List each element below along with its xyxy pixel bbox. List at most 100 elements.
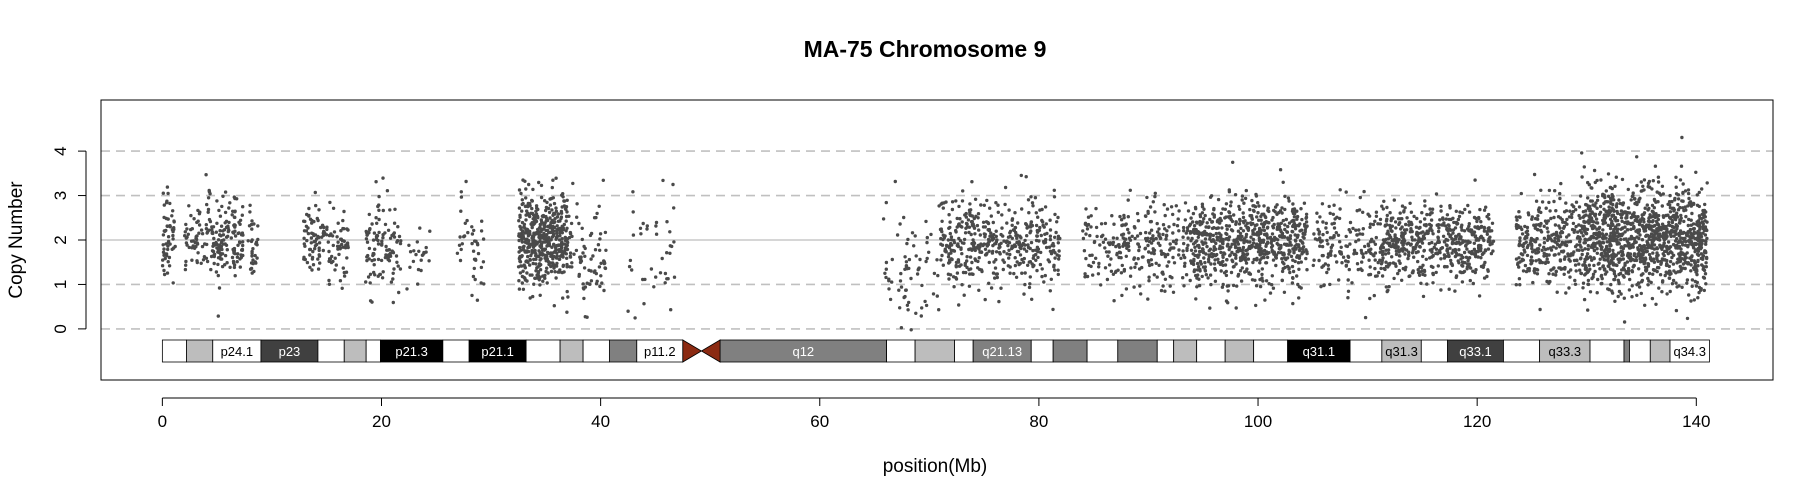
data-point (1258, 261, 1262, 265)
data-point (1200, 205, 1205, 209)
data-point (1172, 246, 1176, 250)
data-point (225, 261, 229, 265)
data-point (1411, 248, 1415, 253)
data-point (1455, 222, 1459, 226)
data-point (1280, 211, 1284, 215)
data-point (1671, 230, 1675, 234)
data-point (1384, 219, 1389, 223)
data-point (1696, 264, 1700, 268)
data-point (1400, 225, 1404, 229)
data-point (1453, 289, 1457, 293)
data-point (1632, 253, 1636, 258)
data-point (316, 234, 320, 239)
data-point (887, 277, 891, 281)
data-point (1637, 251, 1641, 255)
data-point (1008, 265, 1012, 269)
data-point (1590, 258, 1594, 262)
data-point (905, 267, 909, 271)
data-point (524, 196, 528, 200)
data-point (1236, 229, 1241, 233)
data-point (521, 201, 525, 206)
data-point (1640, 217, 1645, 221)
data-point (1195, 285, 1199, 289)
data-point (530, 248, 534, 253)
data-point (238, 218, 243, 222)
data-point (1554, 270, 1558, 274)
data-point (1655, 247, 1660, 251)
data-point (1444, 254, 1448, 259)
data-point (1184, 273, 1189, 277)
data-point (248, 210, 252, 214)
data-point (1408, 201, 1412, 205)
data-point (1292, 251, 1296, 255)
data-point (1705, 181, 1709, 185)
data-point (470, 241, 474, 246)
data-point (1578, 216, 1582, 220)
data-point (1673, 198, 1677, 202)
data-point (194, 235, 198, 239)
data-point (342, 274, 347, 278)
data-point (649, 267, 654, 271)
data-point (1024, 175, 1028, 179)
data-point (1326, 242, 1330, 246)
data-point (217, 286, 222, 290)
data-point (1613, 299, 1617, 303)
data-point (1689, 269, 1693, 273)
data-point (550, 208, 554, 212)
band-label: p21.1 (481, 344, 514, 359)
data-point (1272, 251, 1277, 255)
data-point (1031, 256, 1036, 260)
data-point (1651, 224, 1656, 228)
data-point (1201, 250, 1206, 255)
data-point (1128, 188, 1133, 192)
data-point (579, 259, 584, 263)
data-point (1168, 284, 1172, 288)
data-point (564, 219, 568, 223)
data-point (1332, 203, 1336, 207)
data-point (232, 215, 237, 219)
data-point (1002, 260, 1006, 264)
data-point (1248, 240, 1252, 244)
data-point (1039, 233, 1044, 238)
data-point (1418, 220, 1423, 224)
data-point (517, 238, 521, 243)
data-point (1256, 211, 1260, 215)
data-point (1354, 251, 1359, 256)
data-point (388, 254, 393, 258)
data-point (884, 200, 888, 205)
data-point (1255, 223, 1259, 227)
data-point (1216, 226, 1221, 230)
data-point (1627, 253, 1632, 258)
data-point (545, 244, 549, 248)
data-point (1645, 224, 1650, 228)
data-point (1454, 275, 1458, 280)
data-point (1681, 236, 1685, 241)
data-point (1536, 228, 1540, 232)
data-point (1364, 251, 1368, 255)
data-point (195, 242, 200, 246)
data-point (1103, 266, 1108, 270)
data-point (1196, 235, 1201, 239)
data-point (1677, 284, 1681, 288)
data-point (1223, 207, 1228, 211)
data-point (1212, 239, 1216, 243)
data-point (207, 217, 212, 222)
data-point (393, 207, 397, 211)
data-point (1414, 250, 1418, 255)
data-point (534, 209, 538, 213)
data-point (1628, 256, 1633, 261)
data-point (1171, 255, 1175, 260)
data-point (1237, 222, 1242, 226)
data-point (1175, 224, 1180, 228)
data-point (368, 272, 373, 276)
data-point (161, 191, 165, 195)
data-point (206, 207, 211, 212)
data-point (652, 285, 656, 289)
data-point (1603, 258, 1607, 262)
data-point (1289, 254, 1294, 259)
data-point (1287, 266, 1291, 270)
data-point (1427, 222, 1432, 227)
data-point (1458, 270, 1462, 274)
data-point (185, 227, 189, 231)
data-point (1324, 226, 1328, 230)
